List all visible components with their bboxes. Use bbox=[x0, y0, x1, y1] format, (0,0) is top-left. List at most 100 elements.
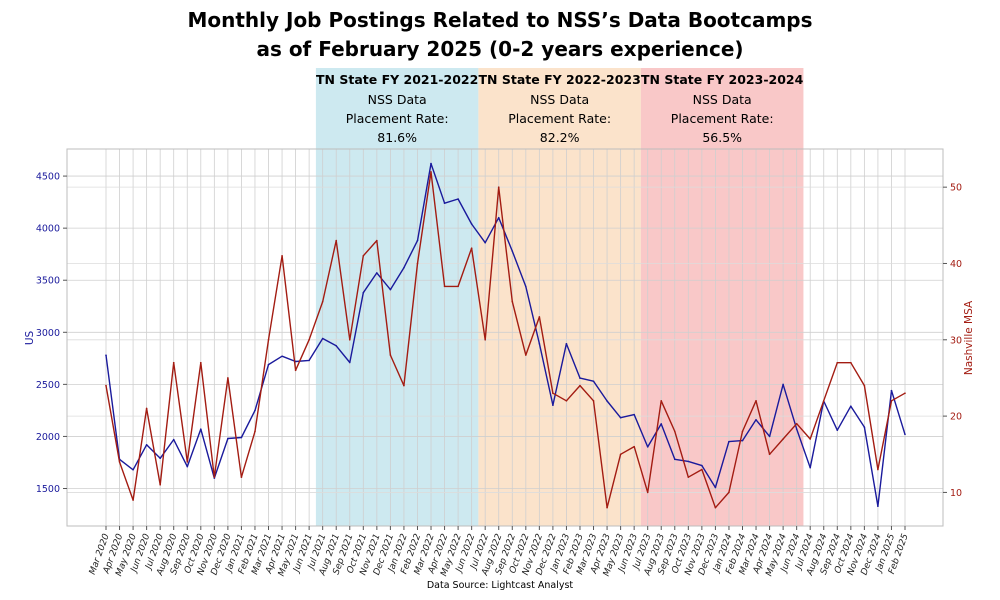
left-axis-ticks: 1500 2000 2500 3000 3500 4000 4500 bbox=[36, 172, 67, 495]
series-1-point-22 bbox=[403, 384, 405, 387]
right-tick-label-0: 10 bbox=[950, 488, 962, 499]
series-0-point-46 bbox=[728, 440, 730, 443]
series-1-point-13 bbox=[281, 255, 283, 257]
series-0-point-32 bbox=[538, 342, 541, 345]
series-0-point-19 bbox=[362, 291, 365, 294]
series-line-nashville-msa bbox=[105, 171, 906, 509]
series-0-point-18 bbox=[348, 361, 351, 364]
series-1-point-32 bbox=[538, 316, 541, 318]
grid-lines bbox=[67, 149, 943, 526]
series-1-point-44 bbox=[701, 468, 703, 471]
fiscal-year-bands: TN State FY 2021-2022 NSS Data Placement R… bbox=[315, 68, 804, 526]
series-1-point-9 bbox=[227, 377, 229, 379]
series-1-point-34 bbox=[565, 400, 568, 402]
series-1-point-8 bbox=[213, 476, 216, 478]
y-axis-label-right: Nashville MSA bbox=[963, 300, 975, 375]
band-3-rate: 56.5% bbox=[702, 130, 742, 145]
band-2-title: TN State FY 2022-2023 bbox=[479, 72, 641, 87]
series-0-point-13 bbox=[281, 355, 283, 358]
series-0-point-35 bbox=[579, 377, 581, 379]
left-tick-label-4: 3500 bbox=[36, 276, 60, 287]
series-1-point-52 bbox=[809, 438, 812, 440]
band-1-rate: 81.6% bbox=[377, 130, 417, 145]
series-1-point-6 bbox=[186, 461, 189, 463]
series-1-point-38 bbox=[619, 453, 622, 456]
series-0-point-34 bbox=[565, 342, 568, 345]
series-0-point-27 bbox=[470, 223, 473, 225]
y-axis-label-left: US bbox=[24, 330, 36, 345]
series-1-point-55 bbox=[850, 361, 852, 364]
series-1-point-23 bbox=[416, 262, 419, 265]
series-1-point-45 bbox=[714, 506, 717, 509]
series-1-point-28 bbox=[484, 338, 486, 341]
series-1-point-2 bbox=[132, 499, 134, 501]
series-1-point-33 bbox=[552, 392, 554, 395]
series-1-point-36 bbox=[592, 400, 595, 402]
series-1-point-26 bbox=[457, 285, 459, 288]
series-0-point-54 bbox=[836, 429, 839, 431]
series-0-point-12 bbox=[267, 363, 270, 366]
series-0-point-33 bbox=[552, 404, 554, 406]
band-3-source: NSS Data bbox=[693, 92, 752, 107]
chart-title: Monthly Job Postings Related to NSS’s Da… bbox=[0, 6, 1000, 64]
plot-frame bbox=[66, 148, 944, 527]
band-1-label: Placement Rate: bbox=[346, 111, 449, 126]
series-0-point-5 bbox=[172, 438, 175, 441]
series-1-point-37 bbox=[606, 506, 608, 509]
series-0-point-28 bbox=[484, 241, 486, 244]
series-1-point-56 bbox=[863, 384, 866, 387]
series-0-point-39 bbox=[633, 413, 635, 416]
series-1-point-47 bbox=[741, 430, 744, 433]
series-0-point-51 bbox=[795, 428, 798, 430]
series-1-point-24 bbox=[430, 171, 432, 173]
series-0-point-31 bbox=[525, 285, 527, 288]
series-0-point-23 bbox=[416, 239, 419, 242]
series-1-point-4 bbox=[159, 483, 161, 486]
band-2-label: Placement Rate: bbox=[508, 111, 611, 126]
series-0-point-38 bbox=[619, 416, 622, 419]
data-source: Data Source: Lightcast Analyst bbox=[426, 580, 574, 591]
series-0-point-2 bbox=[132, 468, 134, 471]
series-0-point-6 bbox=[186, 465, 189, 468]
series-0-point-57 bbox=[877, 505, 879, 508]
band-3 bbox=[640, 68, 804, 526]
series-0-point-50 bbox=[782, 383, 784, 386]
series-1-point-12 bbox=[267, 338, 270, 341]
left-tick-label-1: 2000 bbox=[36, 432, 60, 443]
series-1-point-0 bbox=[105, 384, 107, 387]
band-3-title: TN State FY 2023-2024 bbox=[641, 72, 804, 87]
series-0-point-24 bbox=[430, 162, 432, 165]
series-1-point-10 bbox=[240, 476, 243, 478]
series-0-point-43 bbox=[687, 460, 690, 463]
series-0-point-56 bbox=[863, 426, 866, 428]
series-0-point-44 bbox=[701, 464, 703, 467]
series-1-point-19 bbox=[362, 255, 365, 257]
series-1-point-31 bbox=[525, 354, 527, 356]
series-0-point-55 bbox=[850, 405, 852, 408]
series-1-point-41 bbox=[660, 400, 663, 402]
series-1-point-53 bbox=[822, 400, 825, 402]
series-0-point-49 bbox=[768, 435, 771, 438]
series-0-point-0 bbox=[105, 354, 107, 357]
series-0-point-47 bbox=[741, 439, 744, 442]
series-1-point-39 bbox=[633, 445, 635, 448]
series-0-point-11 bbox=[254, 409, 256, 412]
series-0-point-4 bbox=[159, 457, 161, 460]
right-tick-label-1: 20 bbox=[950, 412, 962, 423]
chart-title-line1: Monthly Job Postings Related to NSS’s Da… bbox=[187, 8, 813, 32]
series-1-point-29 bbox=[497, 186, 500, 188]
series-1-point-49 bbox=[768, 453, 771, 456]
series-1-point-46 bbox=[728, 491, 730, 494]
series-1-point-21 bbox=[389, 354, 392, 356]
band-2-rate: 82.2% bbox=[540, 130, 580, 145]
series-1-point-14 bbox=[294, 369, 297, 372]
series-0-point-30 bbox=[511, 250, 514, 252]
left-tick-label-6: 4500 bbox=[36, 172, 60, 183]
series-0-point-45 bbox=[714, 486, 717, 489]
series-1-point-35 bbox=[579, 384, 581, 387]
series-1-point-16 bbox=[321, 300, 324, 303]
series-0-point-3 bbox=[145, 443, 148, 446]
band-1 bbox=[315, 68, 479, 526]
series-0-point-41 bbox=[660, 423, 663, 425]
series-1-point-1 bbox=[118, 461, 121, 463]
